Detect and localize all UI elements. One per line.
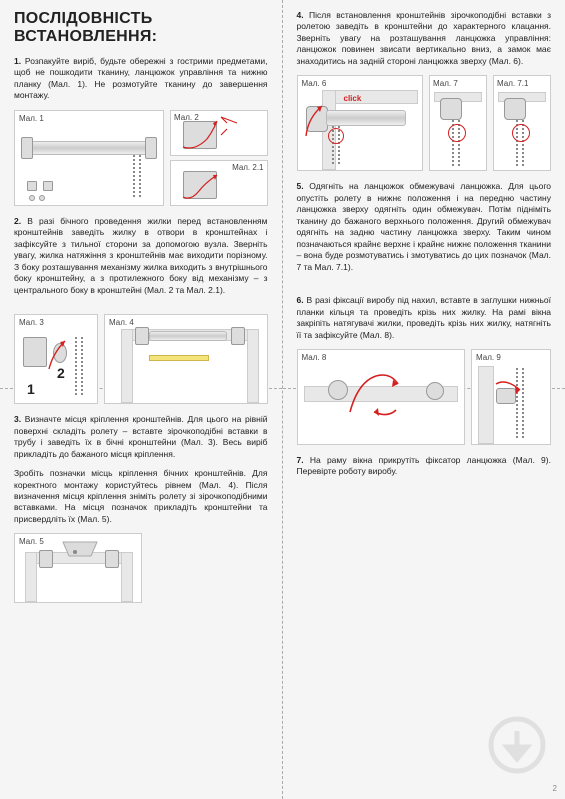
step-7-text: 7. На раму вікна прикрутіть фіксатор лан… [297,455,552,478]
figure-7: Мал. 7 [429,75,487,171]
figure-label: Мал. 3 [19,318,44,327]
step-2-text: 2. В разі бічного проведення жилки перед… [14,216,268,296]
step-number: 1 [27,381,35,397]
fig-row-1: Мал. 1 Мал. 2 Мал. 2.1 [14,110,268,206]
step-5-text: 5. Одягніть на ланцюжок обмежувачі ланцю… [297,181,552,273]
left-column: ПОСЛІДОВНІСТЬ ВСТАНОВЛЕННЯ: 1. Розпакуйт… [0,0,283,799]
fig-row-4: Мал. 6 click Мал. 7 Мал. 7.1 [297,75,552,171]
figure-5: Мал. 5 [14,533,142,603]
figure-2: Мал. 2 [170,110,268,156]
step-number: 2 [57,365,65,381]
figure-4: Мал. 4 [104,314,268,404]
step-3-text-2: Зробіть позначки місць кріплення бічних … [14,468,268,525]
page: ПОСЛІДОВНІСТЬ ВСТАНОВЛЕННЯ: 1. Розпакуйт… [0,0,565,799]
watermark-icon [487,715,547,775]
figure-label: Мал. 9 [476,353,501,362]
figure-7-1: Мал. 7.1 [493,75,551,171]
figure-label: Мал. 2.1 [232,163,263,172]
step-1-text: 1. Розпакуйте виріб, будьте обережні з г… [14,56,268,102]
click-label: click [344,94,362,103]
step-3-text: 3. Визначте місця кріплення кронштейнів.… [14,414,268,460]
figure-3: Мал. 3 1 2 [14,314,98,404]
page-number: 2 [553,784,557,793]
figure-label: Мал. 7.1 [497,79,528,88]
fig-row-2: Мал. 3 1 2 Мал. 4 [14,314,268,404]
figure-label: Мал. 6 [302,79,327,88]
step-6-text: 6. В разі фіксації виробу під нахил, вст… [297,295,552,341]
fig-row-5: Мал. 8 Мал. 9 [297,349,552,445]
figure-6: Мал. 6 click [297,75,424,171]
figure-label: Мал. 8 [302,353,327,362]
page-title: ПОСЛІДОВНІСТЬ ВСТАНОВЛЕННЯ: [14,10,268,46]
figure-label: Мал. 7 [433,79,458,88]
figure-9: Мал. 9 [471,349,551,445]
figure-label: Мал. 4 [109,318,134,327]
figure-label: Мал. 5 [19,537,44,546]
right-column: 4. Після встановлення кронштейнів зірочк… [283,0,565,799]
fig-row-3: Мал. 5 [14,533,268,603]
figure-label: Мал. 2 [174,113,199,122]
figure-8: Мал. 8 [297,349,466,445]
figure-2-1: Мал. 2.1 [170,160,268,206]
figure-label: Мал. 1 [19,114,44,123]
step-4-text: 4. Після встановлення кронштейнів зірочк… [297,10,552,67]
figure-1: Мал. 1 [14,110,164,206]
